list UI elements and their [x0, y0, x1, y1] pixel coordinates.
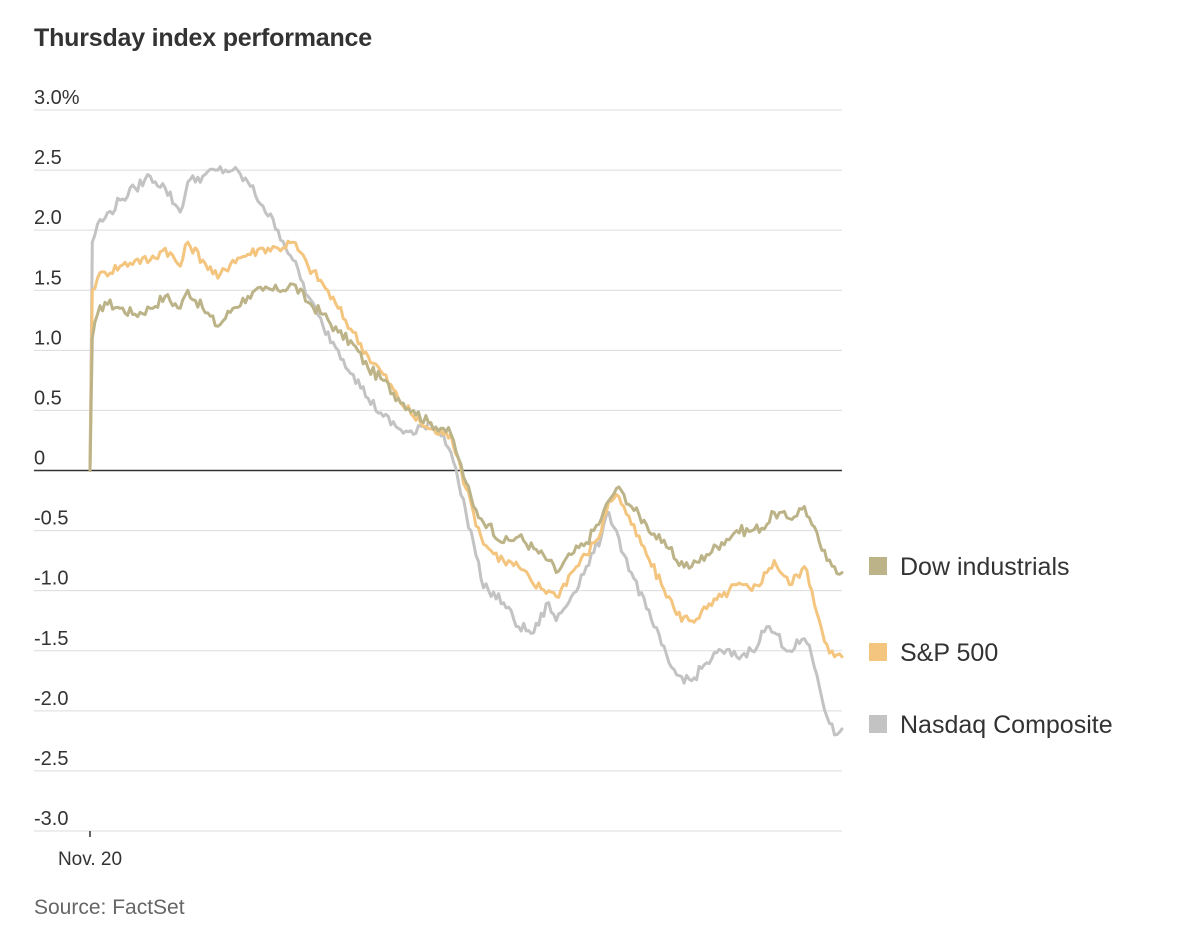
- series-line-s-p-500: [88, 239, 844, 659]
- series-lines: [88, 165, 844, 737]
- source-note: Source: FactSet: [34, 896, 185, 919]
- legend-swatch: [869, 643, 887, 661]
- gridlines: [34, 109, 842, 832]
- legend-swatch: [869, 715, 887, 733]
- legend-swatch: [869, 557, 887, 575]
- y-tick-label: 2.0: [34, 207, 62, 229]
- series-line-nasdaq-composite: [88, 165, 844, 737]
- y-tick-label: -2.0: [34, 688, 68, 710]
- chart-title: Thursday index performance: [34, 24, 372, 52]
- y-tick-label: -0.5: [34, 508, 68, 530]
- series-line-dow-industrials: [88, 282, 844, 576]
- y-tick-label: -3.0: [34, 808, 68, 830]
- y-tick-label: -1.5: [34, 628, 68, 650]
- y-tick-label: 3.0%: [34, 87, 80, 109]
- legend-label: S&P 500: [900, 639, 998, 667]
- x-tick-label: Nov. 20: [58, 849, 122, 870]
- legend-label: Dow industrials: [900, 553, 1070, 581]
- y-tick-label: -1.0: [34, 568, 68, 590]
- y-tick-label: 2.5: [34, 147, 62, 169]
- y-tick-label: 1.5: [34, 267, 62, 289]
- y-tick-label: -2.5: [34, 748, 68, 770]
- y-tick-label: 1.0: [34, 327, 62, 349]
- y-axis-ticks: 3.0% 2.5 2.0 1.5 1.0 0.5 0 -0.5 -1.0 -1.5 -2.0 -2.5…: [34, 87, 80, 830]
- legend: Dow industrials S&P 500 Nasdaq Composite: [869, 553, 1113, 739]
- y-tick-label: 0: [34, 448, 45, 470]
- y-tick-label: 0.5: [34, 387, 62, 409]
- legend-label: Nasdaq Composite: [900, 711, 1113, 739]
- x-axis-ticks: Nov. 20: [58, 831, 122, 870]
